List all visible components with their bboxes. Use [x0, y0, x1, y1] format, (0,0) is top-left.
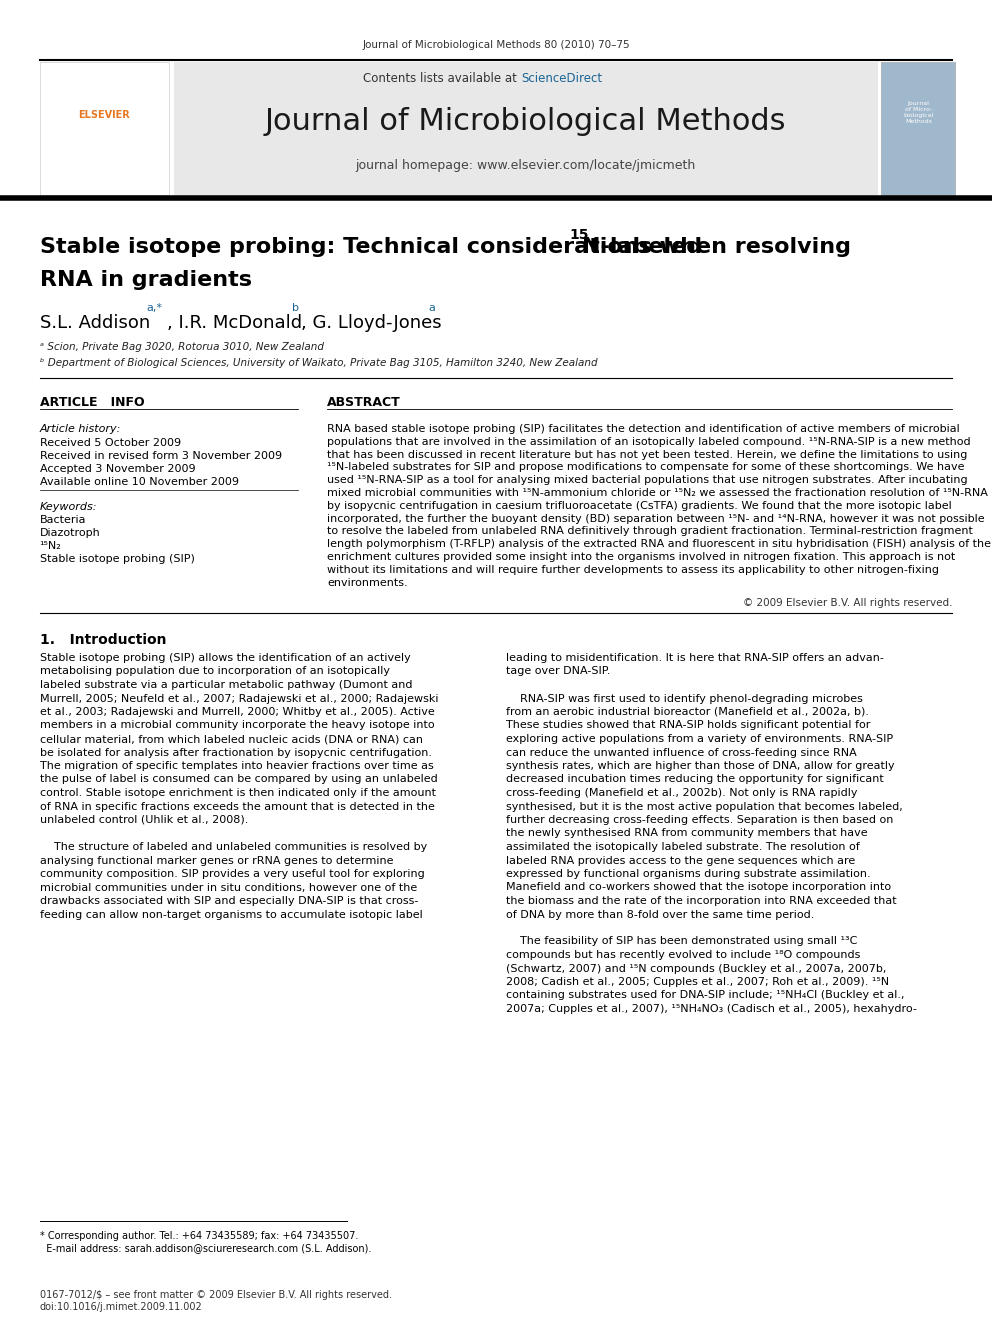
Text: , I.R. McDonald: , I.R. McDonald: [167, 314, 308, 332]
Text: Contents lists available at: Contents lists available at: [363, 71, 521, 85]
Text: community composition. SIP provides a very useful tool for exploring: community composition. SIP provides a ve…: [40, 869, 425, 878]
Text: Available online 10 November 2009: Available online 10 November 2009: [40, 478, 239, 487]
Text: can reduce the unwanted influence of cross-feeding since RNA: can reduce the unwanted influence of cro…: [506, 747, 857, 758]
Text: analysing functional marker genes or rRNA genes to determine: analysing functional marker genes or rRN…: [40, 856, 393, 865]
Text: Stable isotope probing (SIP) allows the identification of an actively: Stable isotope probing (SIP) allows the …: [40, 654, 411, 663]
Text: the newly synthesised RNA from community members that have: the newly synthesised RNA from community…: [506, 828, 868, 839]
Text: microbial communities under in situ conditions, however one of the: microbial communities under in situ cond…: [40, 882, 417, 893]
Text: metabolising population due to incorporation of an isotopically: metabolising population due to incorpora…: [40, 667, 390, 676]
Bar: [174, 62, 878, 194]
Text: feeding can allow non-target organisms to accumulate isotopic label: feeding can allow non-target organisms t…: [40, 909, 423, 919]
Text: tage over DNA-SIP.: tage over DNA-SIP.: [506, 667, 610, 676]
Text: assimilated the isotopically labeled substrate. The resolution of: assimilated the isotopically labeled sub…: [506, 841, 860, 852]
Text: leading to misidentification. It is here that RNA-SIP offers an advan-: leading to misidentification. It is here…: [506, 654, 884, 663]
Bar: [881, 62, 955, 194]
Text: Murrell, 2005; Neufeld et al., 2007; Radajewski et al., 2000; Radajewski: Murrell, 2005; Neufeld et al., 2007; Rad…: [40, 693, 438, 704]
Text: , G. Lloyd-Jones: , G. Lloyd-Jones: [301, 314, 447, 332]
Text: ARTICLE   INFO: ARTICLE INFO: [40, 396, 144, 409]
Text: ScienceDirect: ScienceDirect: [521, 71, 602, 85]
Text: Manefield and co-workers showed that the isotope incorporation into: Manefield and co-workers showed that the…: [506, 882, 891, 893]
Text: Received in revised form 3 November 2009: Received in revised form 3 November 2009: [40, 451, 282, 460]
Text: S.L. Addison: S.L. Addison: [40, 314, 156, 332]
Text: containing substrates used for DNA-SIP include; ¹⁵NH₄Cl (Buckley et al.,: containing substrates used for DNA-SIP i…: [506, 991, 905, 1000]
Text: doi:10.1016/j.mimet.2009.11.002: doi:10.1016/j.mimet.2009.11.002: [40, 1302, 202, 1312]
Text: control. Stable isotope enrichment is then indicated only if the amount: control. Stable isotope enrichment is th…: [40, 789, 435, 798]
Text: labeled RNA provides access to the gene sequences which are: labeled RNA provides access to the gene …: [506, 856, 855, 865]
Text: a,*: a,*: [147, 303, 163, 314]
Text: further decreasing cross-feeding effects. Separation is then based on: further decreasing cross-feeding effects…: [506, 815, 893, 826]
Text: journal homepage: www.elsevier.com/locate/jmicmeth: journal homepage: www.elsevier.com/locat…: [356, 159, 695, 172]
Text: unlabeled control (Uhlik et al., 2008).: unlabeled control (Uhlik et al., 2008).: [40, 815, 248, 826]
Text: ᵃ Scion, Private Bag 3020, Rotorua 3010, New Zealand: ᵃ Scion, Private Bag 3020, Rotorua 3010,…: [40, 343, 323, 352]
Text: drawbacks associated with SIP and especially DNA-SIP is that cross-: drawbacks associated with SIP and especi…: [40, 896, 418, 906]
Text: The migration of specific templates into heavier fractions over time as: The migration of specific templates into…: [40, 761, 434, 771]
Text: be isolated for analysis after fractionation by isopycnic centrifugation.: be isolated for analysis after fractiona…: [40, 747, 432, 758]
Text: Journal of Microbiological Methods 80 (2010) 70–75: Journal of Microbiological Methods 80 (2…: [362, 40, 630, 50]
Text: ABSTRACT: ABSTRACT: [327, 396, 401, 409]
Text: 0167-7012/$ – see front matter © 2009 Elsevier B.V. All rights reserved.: 0167-7012/$ – see front matter © 2009 El…: [40, 1290, 392, 1301]
Text: a: a: [429, 303, 435, 314]
Text: labeled substrate via a particular metabolic pathway (Dumont and: labeled substrate via a particular metab…: [40, 680, 413, 691]
Text: 2008; Cadish et al., 2005; Cupples et al., 2007; Roh et al., 2009). ¹⁵N: 2008; Cadish et al., 2005; Cupples et al…: [506, 976, 889, 987]
Text: synthesis rates, which are higher than those of DNA, allow for greatly: synthesis rates, which are higher than t…: [506, 761, 895, 771]
Text: b: b: [292, 303, 299, 314]
Text: (Schwartz, 2007) and ¹⁵N compounds (Buckley et al., 2007a, 2007b,: (Schwartz, 2007) and ¹⁵N compounds (Buck…: [506, 963, 886, 974]
Text: These studies showed that RNA-SIP holds significant potential for: These studies showed that RNA-SIP holds …: [506, 721, 870, 730]
Text: ᵇ Department of Biological Sciences, University of Waikato, Private Bag 3105, Ha: ᵇ Department of Biological Sciences, Uni…: [40, 359, 597, 368]
Text: of RNA in specific fractions exceeds the amount that is detected in the: of RNA in specific fractions exceeds the…: [40, 802, 434, 811]
Text: 15: 15: [569, 228, 589, 242]
Text: 1.   Introduction: 1. Introduction: [40, 632, 167, 647]
Text: decreased incubation times reducing the opportunity for significant: decreased incubation times reducing the …: [506, 774, 884, 785]
Text: Diazotroph: Diazotroph: [40, 528, 100, 538]
Text: * Corresponding author. Tel.: +64 73435589; fax: +64 73435507.: * Corresponding author. Tel.: +64 734355…: [40, 1232, 358, 1241]
Text: compounds but has recently evolved to include ¹⁸O compounds: compounds but has recently evolved to in…: [506, 950, 860, 960]
Text: The structure of labeled and unlabeled communities is resolved by: The structure of labeled and unlabeled c…: [40, 841, 427, 852]
Text: Stable isotope probing: Technical considerations when resolving: Stable isotope probing: Technical consid…: [40, 237, 858, 257]
Text: © 2009 Elsevier B.V. All rights reserved.: © 2009 Elsevier B.V. All rights reserved…: [743, 598, 952, 609]
Text: of DNA by more than 8-fold over the same time period.: of DNA by more than 8-fold over the same…: [506, 909, 814, 919]
Text: Journal
of Micro-
biological
Methods: Journal of Micro- biological Methods: [904, 101, 933, 124]
Text: Keywords:: Keywords:: [40, 501, 97, 512]
Text: cross-feeding (Manefield et al., 2002b). Not only is RNA rapidly: cross-feeding (Manefield et al., 2002b).…: [506, 789, 857, 798]
Text: RNA-SIP was first used to identify phenol-degrading microbes: RNA-SIP was first used to identify pheno…: [506, 693, 863, 704]
Text: RNA in gradients: RNA in gradients: [40, 270, 252, 290]
Text: synthesised, but it is the most active population that becomes labeled,: synthesised, but it is the most active p…: [506, 802, 903, 811]
Text: E-mail address: sarah.addison@sciureresearch.com (S.L. Addison).: E-mail address: sarah.addison@sciurerese…: [40, 1244, 371, 1253]
Text: et al., 2003; Radajewski and Murrell, 2000; Whitby et al., 2005). Active: et al., 2003; Radajewski and Murrell, 20…: [40, 706, 434, 717]
Text: 2007a; Cupples et al., 2007), ¹⁵NH₄NO₃ (Cadisch et al., 2005), hexahydro-: 2007a; Cupples et al., 2007), ¹⁵NH₄NO₃ (…: [506, 1004, 917, 1013]
Text: the biomass and the rate of the incorporation into RNA exceeded that: the biomass and the rate of the incorpor…: [506, 896, 897, 906]
Text: ¹⁵N₂: ¹⁵N₂: [40, 541, 62, 550]
Text: exploring active populations from a variety of environments. RNA-SIP: exploring active populations from a vari…: [506, 734, 893, 744]
Text: RNA based stable isotope probing (SIP) facilitates the detection and identificat: RNA based stable isotope probing (SIP) f…: [327, 423, 991, 587]
Text: the pulse of label is consumed can be compared by using an unlabeled: the pulse of label is consumed can be co…: [40, 774, 437, 785]
Bar: [40, 62, 169, 194]
Text: N-labeled: N-labeled: [581, 237, 701, 257]
Text: expressed by functional organisms during substrate assimilation.: expressed by functional organisms during…: [506, 869, 871, 878]
Text: Stable isotope probing (SIP): Stable isotope probing (SIP): [40, 554, 194, 564]
Text: Received 5 October 2009: Received 5 October 2009: [40, 438, 181, 448]
Text: The feasibility of SIP has been demonstrated using small ¹³C: The feasibility of SIP has been demonstr…: [506, 937, 857, 946]
Text: cellular material, from which labeled nucleic acids (DNA or RNA) can: cellular material, from which labeled nu…: [40, 734, 423, 744]
Text: Article history:: Article history:: [40, 423, 121, 434]
Text: members in a microbial community incorporate the heavy isotope into: members in a microbial community incorpo…: [40, 721, 434, 730]
Text: Bacteria: Bacteria: [40, 515, 86, 525]
Text: ELSEVIER: ELSEVIER: [78, 110, 130, 120]
Text: Journal of Microbiological Methods: Journal of Microbiological Methods: [265, 107, 787, 136]
Text: Accepted 3 November 2009: Accepted 3 November 2009: [40, 464, 195, 474]
Text: from an aerobic industrial bioreactor (Manefield et al., 2002a, b).: from an aerobic industrial bioreactor (M…: [506, 706, 869, 717]
